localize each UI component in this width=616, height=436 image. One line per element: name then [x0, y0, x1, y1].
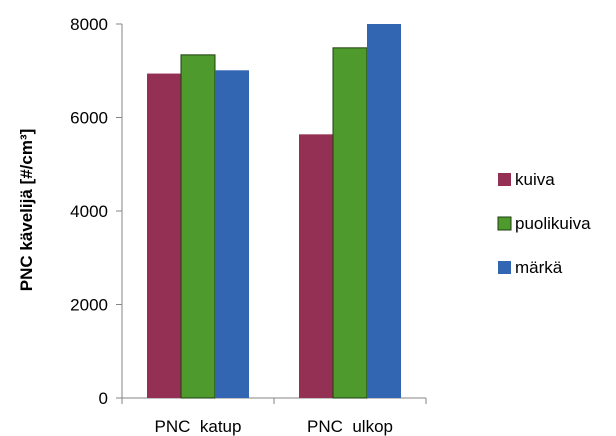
category-label: PNC ulkop: [307, 417, 393, 436]
legend-label: kuiva: [515, 170, 555, 189]
x-ticks: [121, 398, 427, 404]
y-tick-label: 4000: [70, 202, 108, 221]
bar-märkä-1: [215, 70, 249, 398]
y-tick-label: 2000: [70, 296, 108, 315]
category-label: PNC katup: [155, 417, 242, 436]
bar-kuiva-2: [299, 134, 333, 398]
legend-label: märkä: [515, 258, 563, 277]
bar-puolikuiva-2: [332, 47, 368, 399]
y-tick-label: 0: [99, 389, 108, 408]
y-tick-label: 6000: [70, 109, 108, 128]
category-labels: PNC katup PNC ulkop: [155, 417, 393, 436]
y-tick-label: 8000: [70, 15, 108, 34]
y-ticks: 0 2000 4000 6000 8000: [70, 15, 122, 408]
legend-swatch-puolikuiva: [497, 216, 512, 231]
legend: kuiva puolikuiva märkä: [497, 170, 591, 277]
legend-swatch-kuiva: [498, 173, 511, 186]
bar-kuiva-1: [147, 73, 181, 399]
bar-märkä-2: [367, 24, 401, 398]
bars: [147, 24, 401, 399]
legend-swatch-märkä: [498, 261, 511, 274]
y-axis-title: PNC kävelijä [#/cm³]: [17, 129, 36, 292]
legend-label: puolikuiva: [515, 214, 591, 233]
bar-puolikuiva-1: [180, 54, 216, 399]
